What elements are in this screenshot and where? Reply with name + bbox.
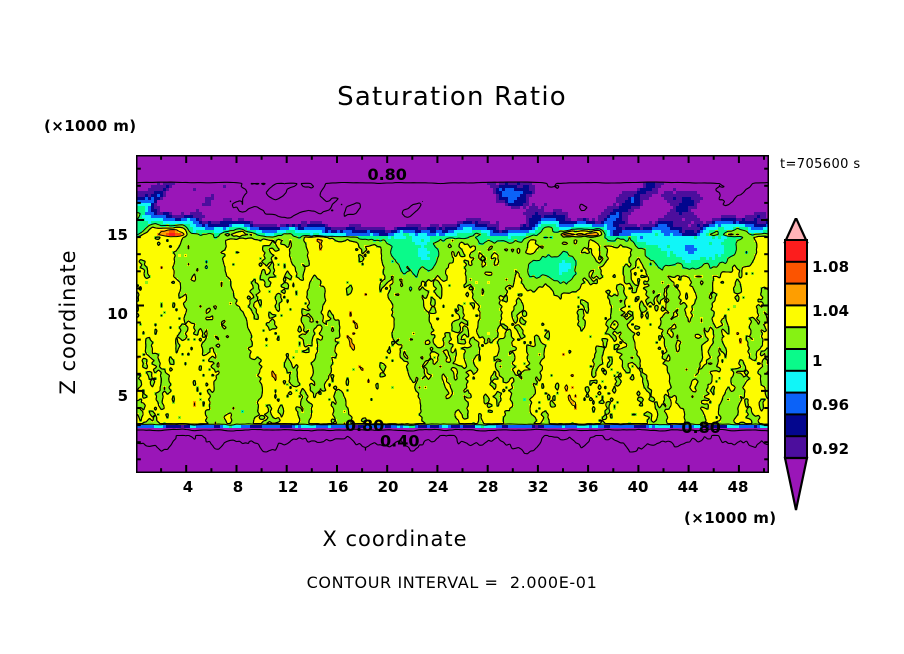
colorbar-band xyxy=(784,435,808,460)
colorbar-tick-label: 0.96 xyxy=(812,396,850,414)
colorbar-band xyxy=(784,304,808,329)
colorbar-band xyxy=(784,413,808,438)
y-axis-title: Z coordinate xyxy=(56,249,80,395)
time-stamp-label: t=705600 s xyxy=(780,157,861,172)
x-tick-label: 28 xyxy=(477,478,499,496)
y-tick-label: 5 xyxy=(117,387,128,405)
y-axis-units-label: (×1000 m) xyxy=(44,117,137,135)
contour-interval-caption: CONTOUR INTERVAL = 2.000E-01 xyxy=(306,573,598,592)
colorbar-under-arrow xyxy=(783,456,809,511)
x-tick-label: 12 xyxy=(277,478,299,496)
contour-label: 0.40 xyxy=(380,432,419,451)
colorbar-tick-label: 1.08 xyxy=(812,258,850,276)
colorbar-band xyxy=(784,391,808,416)
x-tick-label: 24 xyxy=(427,478,449,496)
x-tick-label: 36 xyxy=(577,478,599,496)
y-tick-label: 15 xyxy=(107,226,128,244)
colorbar-band xyxy=(784,260,808,285)
colorbar-band xyxy=(784,282,808,307)
contour-label: 0.80 xyxy=(345,416,384,435)
contour-plot[interactable]: 0.800.80 0.800.40 xyxy=(136,155,769,473)
x-tick-label: 40 xyxy=(627,478,649,496)
colorbar-tick-label: 0.92 xyxy=(812,440,850,458)
x-axis-units-label: (×1000 m) xyxy=(684,509,777,527)
contour-line-layer: 0.800.80 0.800.40 xyxy=(136,165,769,455)
x-tick-label: 48 xyxy=(727,478,749,496)
contour-label: 0.80 xyxy=(681,418,720,437)
contour-label: 0.80 xyxy=(367,165,406,184)
x-tick-label: 44 xyxy=(677,478,699,496)
colorbar[interactable] xyxy=(778,218,814,518)
colorbar-band xyxy=(784,369,808,394)
colorbar-band xyxy=(784,348,808,373)
colorbar-tick-label: 1 xyxy=(812,352,823,370)
colorbar-band xyxy=(784,326,808,351)
x-tick-label: 4 xyxy=(182,478,194,496)
x-tick-label: 16 xyxy=(327,478,349,496)
colorbar-band xyxy=(784,239,808,264)
x-tick-label: 20 xyxy=(377,478,399,496)
x-tick-label: 32 xyxy=(527,478,549,496)
colorbar-over-arrow xyxy=(783,218,809,244)
page-title: Saturation Ratio xyxy=(337,82,567,112)
x-axis-title: X coordinate xyxy=(322,527,468,551)
colorbar-tick-label: 1.04 xyxy=(812,302,850,320)
scalar-field-layer xyxy=(136,155,769,473)
y-tick-label: 10 xyxy=(107,305,128,323)
x-tick-label: 8 xyxy=(232,478,244,496)
